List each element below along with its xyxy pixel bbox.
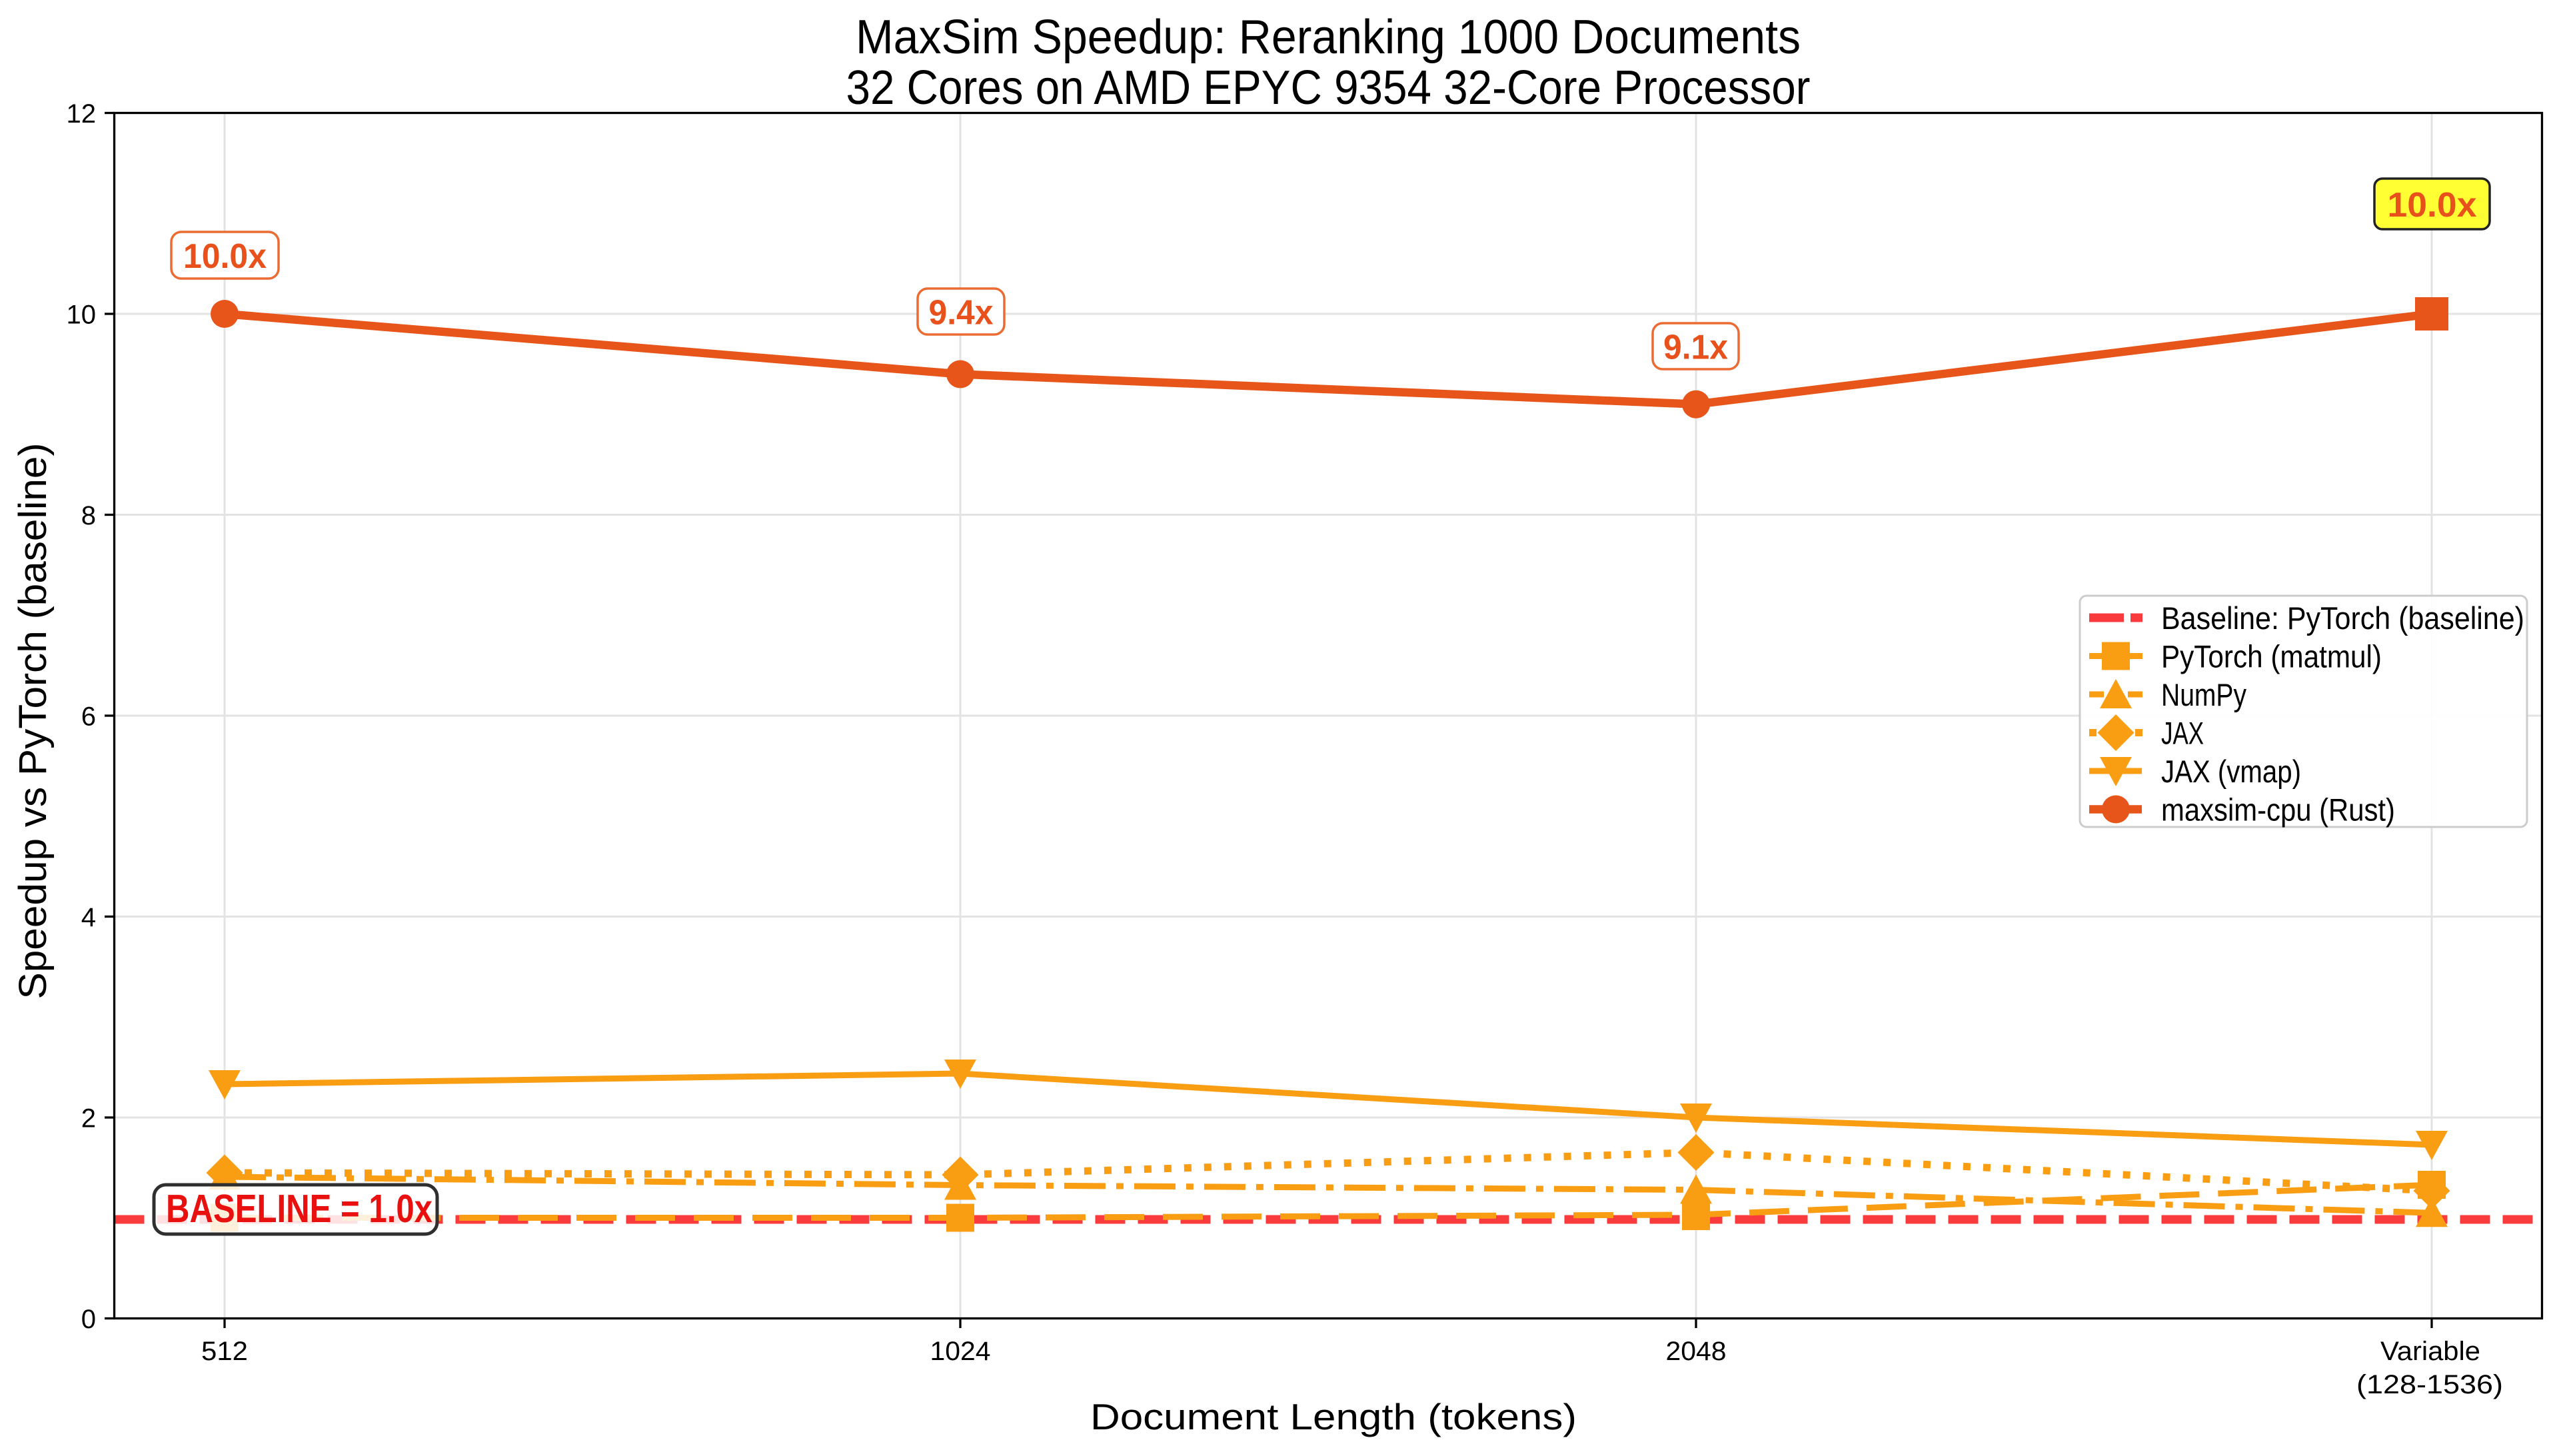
svg-text:2048: 2048 xyxy=(1666,1337,1727,1366)
svg-text:9.4x: 9.4x xyxy=(929,294,994,333)
svg-text:maxsim-cpu (Rust): maxsim-cpu (Rust) xyxy=(2161,792,2395,828)
svg-text:512: 512 xyxy=(201,1337,248,1366)
svg-text:Baseline: PyTorch (baseline): Baseline: PyTorch (baseline) xyxy=(2161,600,2524,636)
svg-text:1024: 1024 xyxy=(930,1337,991,1366)
svg-text:Variable: Variable xyxy=(2380,1337,2480,1366)
svg-text:NumPy: NumPy xyxy=(2161,677,2246,712)
svg-text:BASELINE = 1.0x: BASELINE = 1.0x xyxy=(166,1187,432,1231)
svg-text:0: 0 xyxy=(81,1305,96,1334)
svg-text:9.1x: 9.1x xyxy=(1663,329,1728,367)
svg-text:4: 4 xyxy=(81,903,96,932)
svg-text:Speedup vs PyTorch (baseline): Speedup vs PyTorch (baseline) xyxy=(11,443,55,1000)
svg-text:JAX: JAX xyxy=(2161,716,2204,751)
svg-text:2: 2 xyxy=(81,1104,96,1133)
svg-text:(128-1536): (128-1536) xyxy=(2356,1370,2503,1399)
svg-text:6: 6 xyxy=(81,702,96,732)
svg-text:8: 8 xyxy=(81,501,96,530)
svg-text:10.0x: 10.0x xyxy=(2388,186,2477,225)
svg-text:Document Length (tokens): Document Length (tokens) xyxy=(1090,1396,1577,1437)
svg-text:12: 12 xyxy=(67,99,97,129)
svg-text:MaxSim Speedup: Reranking 1000: MaxSim Speedup: Reranking 1000 Documents xyxy=(856,11,1801,64)
svg-text:10: 10 xyxy=(67,301,97,330)
svg-text:32 Cores on AMD EPYC 9354 32-C: 32 Cores on AMD EPYC 9354 32-Core Proces… xyxy=(846,61,1811,115)
svg-text:10.0x: 10.0x xyxy=(183,237,267,276)
svg-text:JAX (vmap): JAX (vmap) xyxy=(2161,754,2301,789)
svg-text:PyTorch (matmul): PyTorch (matmul) xyxy=(2161,639,2382,674)
